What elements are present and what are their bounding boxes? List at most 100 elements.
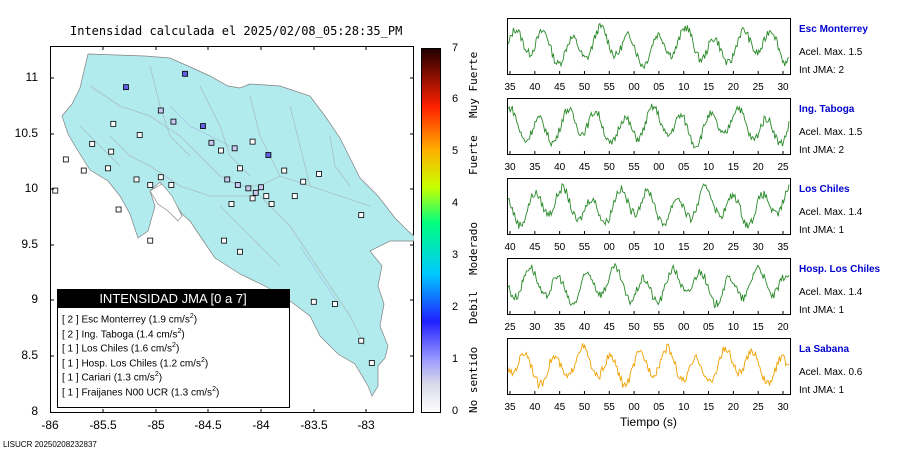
waveform-tick-label: 10 bbox=[702, 162, 715, 173]
legend-close: ) bbox=[193, 314, 198, 326]
station-marker bbox=[291, 193, 298, 200]
waveform-plot bbox=[507, 258, 791, 315]
map-ticks bbox=[50, 46, 414, 413]
waveform-tick-label: 45 bbox=[603, 322, 615, 333]
waveform-tick-label: 00 bbox=[628, 82, 640, 93]
station-marker bbox=[237, 248, 243, 255]
waveform-xlabel: Tiempo (s) bbox=[620, 415, 677, 429]
waveform-tick-label: 30 bbox=[777, 402, 789, 413]
legend-close: ) bbox=[204, 357, 209, 369]
legend-value: (1.6 cm/s bbox=[130, 343, 173, 355]
y-tick-label: 9 bbox=[31, 292, 38, 306]
waveform-tick-label: 10 bbox=[653, 242, 665, 253]
colorbar-label-muy-fuerte: Muy Fuerte bbox=[467, 51, 480, 118]
waveform-plot bbox=[507, 338, 791, 395]
station-marker bbox=[268, 201, 275, 207]
waveform-tick-label: 50 bbox=[628, 322, 640, 333]
waveform-tick-label: 25 bbox=[752, 402, 764, 413]
waveform-tick-label: 50 bbox=[578, 402, 591, 413]
footer-id: LISUCR 20250208232837 bbox=[3, 440, 97, 449]
waveform-plot bbox=[507, 98, 791, 155]
waveform-tick-label: 45 bbox=[529, 242, 541, 253]
station-marker bbox=[133, 176, 140, 183]
x-tick-label: -85 bbox=[147, 418, 165, 432]
waveform-tick-label: 40 bbox=[529, 402, 541, 413]
waveform-tick-label: 05 bbox=[678, 162, 690, 173]
legend-unit-exp: 2 bbox=[154, 371, 159, 378]
waveform-acel-max: Acel. Max. 1.4 bbox=[799, 207, 863, 218]
waveform-frame bbox=[507, 98, 791, 155]
legend-value: (1.4 cm/s bbox=[136, 328, 178, 340]
station-marker bbox=[281, 167, 288, 174]
y-tick-label: 8 bbox=[31, 404, 38, 418]
legend-unit-exp: 2 bbox=[189, 313, 194, 320]
station-marker bbox=[136, 132, 143, 138]
waveform-station-name: Hosp. Los Chiles bbox=[799, 264, 881, 275]
station-marker bbox=[224, 176, 231, 183]
station-marker bbox=[157, 174, 164, 181]
legend-unit-exp: 2 bbox=[177, 327, 182, 335]
x-tick-label: -83.5 bbox=[300, 418, 328, 432]
waveform-tick-label: 10 bbox=[678, 402, 690, 413]
waveform-tick-label: 50 bbox=[554, 242, 566, 253]
waveform-tick-label: 00 bbox=[678, 322, 690, 333]
waveform-tick-label: 15 bbox=[678, 242, 690, 253]
waveform-acel-max: Acel. Max. 1.4 bbox=[799, 287, 863, 298]
station-marker bbox=[147, 182, 154, 188]
station-marker bbox=[252, 189, 259, 196]
colorbar-tick: 0 bbox=[452, 405, 459, 417]
waveform-tick-label: 25 bbox=[777, 162, 789, 173]
station-marker bbox=[249, 195, 256, 202]
legend-station: Ing. Taboga bbox=[81, 328, 137, 340]
station-marker bbox=[110, 120, 117, 127]
waveform-tick-label: 05 bbox=[653, 82, 665, 93]
legend-close: ) bbox=[181, 328, 185, 340]
station-marker bbox=[228, 201, 235, 207]
x-tick-label: -83 bbox=[357, 418, 375, 432]
waveform-tick-label: 45 bbox=[554, 402, 566, 413]
waveform-tick-label: 30 bbox=[777, 82, 789, 93]
waveform-tick-label: 35 bbox=[529, 162, 541, 173]
station-marker bbox=[157, 107, 164, 114]
colorbar-tick: 4 bbox=[452, 197, 459, 209]
x-tick-label: -84.5 bbox=[194, 418, 222, 432]
station-marker bbox=[231, 145, 238, 152]
waveform-tick-label: 15 bbox=[727, 162, 739, 173]
legend-value: (1.3 cm/s bbox=[170, 386, 213, 398]
colorbar-tick: 5 bbox=[452, 145, 459, 157]
legend-box bbox=[57, 289, 290, 408]
legend-row: [ 1 ] Cariari (1.3 cm/s2) bbox=[62, 371, 162, 383]
waveform-tick-label: 55 bbox=[603, 82, 615, 93]
waveform-int-jma: Int JMA: 1 bbox=[799, 385, 845, 396]
waveform-trace bbox=[507, 22, 790, 70]
waveform-tick-label: 20 bbox=[727, 402, 739, 413]
station-marker bbox=[234, 182, 241, 188]
colorbar-label-debil: Debil bbox=[467, 290, 480, 324]
station-marker bbox=[123, 84, 129, 91]
waveform-tick-label: 20 bbox=[727, 82, 739, 93]
waveform-tick-label: 15 bbox=[702, 402, 715, 413]
waveform-tick-label: 40 bbox=[504, 242, 516, 253]
station-marker bbox=[168, 182, 175, 188]
waveform-tick-label: 40 bbox=[578, 322, 591, 333]
waveform-tick-label: 15 bbox=[752, 322, 764, 333]
station-marker bbox=[368, 360, 375, 366]
station-marker bbox=[221, 237, 227, 244]
legend-row: [ 1 ] Fraijanes N00 UCR (1.3 cm/s2) bbox=[62, 386, 219, 398]
waveform-tick-label: 35 bbox=[504, 402, 516, 413]
waveform-station-name: Ing. Taboga bbox=[799, 104, 855, 115]
colorbar bbox=[421, 48, 441, 413]
land-shape bbox=[61, 53, 414, 397]
station-marker bbox=[200, 123, 206, 129]
colorbar-label-fuerte: Fuerte bbox=[467, 135, 480, 175]
waveform-tick-label: 45 bbox=[554, 82, 566, 93]
waveform-tick-label: 00 bbox=[628, 402, 640, 413]
station-marker bbox=[147, 237, 154, 244]
waveform-acel-max: Acel. Max. 0.6 bbox=[799, 367, 863, 378]
waveform-int-jma: Int JMA: 2 bbox=[799, 145, 845, 156]
station-marker bbox=[115, 206, 122, 213]
waveform-tick-label: 10 bbox=[727, 322, 739, 333]
waveform-int-jma: Int JMA: 2 bbox=[799, 65, 845, 76]
waveform-tick-label: 55 bbox=[628, 162, 640, 173]
station-marker bbox=[105, 165, 111, 172]
